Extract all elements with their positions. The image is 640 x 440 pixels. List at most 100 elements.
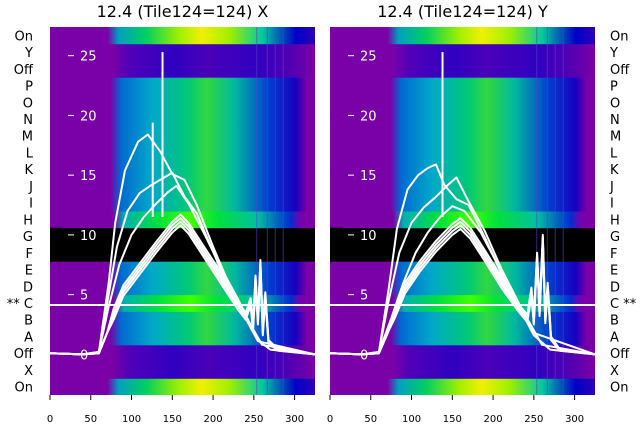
- row-label: A: [610, 330, 619, 345]
- heatmap-row: [63, 43, 315, 61]
- series-line: [50, 224, 315, 356]
- x-tick-label: 0: [327, 414, 333, 425]
- x-tick-label: 200: [484, 414, 503, 425]
- x-tick-label: 300: [285, 414, 304, 425]
- heatmap-row: [63, 93, 315, 112]
- y-tick-label: 10: [360, 229, 377, 244]
- series-line: [330, 205, 595, 356]
- y-tick-label: 5: [360, 289, 368, 304]
- row-label: F: [26, 247, 33, 262]
- row-label: F: [610, 247, 617, 262]
- heatmap-row: [50, 227, 315, 245]
- heatmap-row: [343, 378, 595, 395]
- heatmap-row: [343, 194, 595, 212]
- row-label: D: [610, 280, 620, 295]
- y-tick-label: 15: [80, 169, 97, 184]
- heatmap-row: [63, 60, 315, 78]
- x-tick-label: 150: [443, 414, 462, 425]
- row-label: Off: [610, 347, 630, 362]
- y-tick-label: 20: [360, 109, 377, 124]
- heatmap-row: [343, 60, 595, 78]
- row-label: X: [610, 364, 619, 379]
- row-label: J: [28, 180, 33, 195]
- heatmap-row: [343, 93, 595, 112]
- heatmap-row: [63, 27, 315, 45]
- series-line: [50, 184, 315, 356]
- row-label: On: [15, 29, 33, 44]
- row-label: Off: [610, 63, 630, 78]
- x-tick-label: 250: [524, 414, 543, 425]
- heatmap-row: [343, 211, 595, 229]
- heatmap-row: [63, 344, 315, 363]
- row-label: C **: [610, 297, 637, 312]
- series-line: [330, 227, 595, 356]
- heatmap-row: [330, 244, 595, 262]
- heatmap-row: [63, 261, 315, 279]
- row-label: P: [25, 80, 33, 95]
- series-lines: [50, 52, 315, 356]
- left-chart-panel: 12.4 (Tile124=124) X On X Off AB ** C DEFGHIJK…: [7, 2, 315, 425]
- row-label: M: [610, 130, 621, 145]
- row-label: X: [24, 364, 33, 379]
- heatmap-row: [63, 110, 315, 128]
- row-label: E: [610, 264, 618, 279]
- y-tick-label: 0: [80, 348, 88, 363]
- heatmap-row: [343, 127, 595, 145]
- row-label: L: [610, 146, 618, 161]
- heatmap-row: [343, 277, 595, 296]
- series-line: [50, 171, 315, 356]
- row-label: I: [610, 197, 614, 212]
- heatmap-row: [63, 160, 315, 179]
- x-tick-label: 100: [122, 414, 141, 425]
- x-tick-label: 300: [565, 414, 584, 425]
- heatmap-row: [343, 177, 595, 195]
- row-label: I: [29, 197, 33, 212]
- row-label: D: [23, 280, 33, 295]
- x-tick-label: 0: [47, 414, 53, 425]
- heatmap-row: [63, 194, 315, 212]
- row-label: H: [23, 213, 33, 228]
- x-tick-label: 50: [364, 414, 377, 425]
- heatmap-row: [343, 77, 595, 95]
- row-label: On: [610, 29, 628, 44]
- row-label: G: [610, 230, 620, 245]
- row-label: O: [23, 96, 33, 111]
- row-label: B: [24, 314, 33, 329]
- heatmap-row: [343, 110, 595, 128]
- row-label: G: [23, 230, 33, 245]
- row-label: Y: [24, 46, 33, 61]
- x-tick-label: 200: [204, 414, 223, 425]
- heatmap-row: [63, 378, 315, 395]
- right-chart-panel: 12.4 (Tile124=124) Y On X Off AB C ** DEFGHIJK…: [327, 2, 637, 425]
- y-tick-label: 15: [360, 169, 377, 184]
- chart-title: 12.4 (Tile124=124) X: [97, 2, 269, 21]
- x-tick-label: 250: [244, 414, 263, 425]
- chart-title: 12.4 (Tile124=124) Y: [377, 2, 548, 21]
- heatmap-row: [343, 43, 595, 61]
- row-label: K: [610, 163, 619, 178]
- row-label: H: [610, 213, 620, 228]
- y-tick-label: 20: [80, 109, 97, 124]
- y-tick-label: 25: [360, 50, 377, 65]
- heatmap-row: [343, 160, 595, 179]
- x-tick-label: 100: [402, 414, 421, 425]
- row-label: Off: [14, 347, 34, 362]
- row-label: J: [609, 180, 614, 195]
- row-label: A: [24, 330, 33, 345]
- row-label: Off: [14, 63, 34, 78]
- row-label: E: [25, 264, 33, 279]
- heatmap-row: [343, 27, 595, 45]
- heatmap-row: [63, 328, 315, 346]
- row-label: K: [24, 163, 33, 178]
- heatmap-row: [63, 361, 315, 379]
- heatmap-row: [63, 177, 315, 195]
- row-label: Y: [609, 46, 618, 61]
- row-label: O: [610, 96, 620, 111]
- heatmap-row: [63, 127, 315, 145]
- y-tick-label: 5: [80, 289, 88, 304]
- y-tick-label: 10: [80, 229, 97, 244]
- row-label: N: [610, 113, 620, 128]
- y-tick-label: 25: [80, 50, 97, 65]
- heatmap-row: [63, 77, 315, 95]
